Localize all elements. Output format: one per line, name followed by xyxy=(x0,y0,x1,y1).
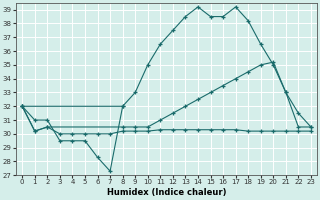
X-axis label: Humidex (Indice chaleur): Humidex (Indice chaleur) xyxy=(107,188,226,197)
